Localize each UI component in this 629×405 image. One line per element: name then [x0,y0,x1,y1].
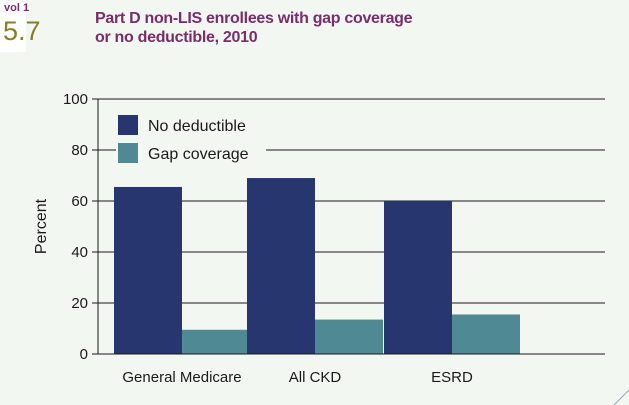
y-tick-label: 20 [71,295,88,312]
figure-number: 5.7 [3,16,41,46]
legend-swatch [118,143,138,163]
y-axis-label: Percent [33,198,50,254]
x-tick-label: All CKD [289,369,342,386]
legend-label: Gap coverage [148,146,249,163]
x-tick-label: General Medicare [122,369,241,386]
bar-no-deductible-0 [114,186,182,354]
bar-gap-coverage-2 [452,314,520,354]
y-tick-label: 0 [80,346,88,363]
bar-no-deductible-1 [247,178,315,354]
legend-label: No deductible [148,118,246,135]
y-tick-label: 60 [71,193,88,210]
page-curl-mark [613,389,629,405]
bars [114,178,520,354]
legend-swatch [118,115,138,135]
legend-background [116,111,266,135]
axes: 0 20 40 60 80 100 Percent General Medicare All C… [33,91,605,386]
bar-gap-coverage-1 [315,319,383,354]
bar-gap-coverage-0 [182,329,250,354]
y-tick-label: 100 [63,91,88,108]
y-tick-label: 80 [71,142,88,159]
bar-no-deductible-2 [384,201,452,354]
y-tick-label: 40 [71,244,88,261]
legend: No deductible Gap coverage [116,111,266,163]
legend-background [116,139,266,163]
volume-label: vol 1 [4,2,30,14]
chart-title: Part D non-LIS enrollees with gap covera… [95,10,413,46]
figure-number-tab [0,0,26,52]
x-tick-label: ESRD [431,369,473,386]
